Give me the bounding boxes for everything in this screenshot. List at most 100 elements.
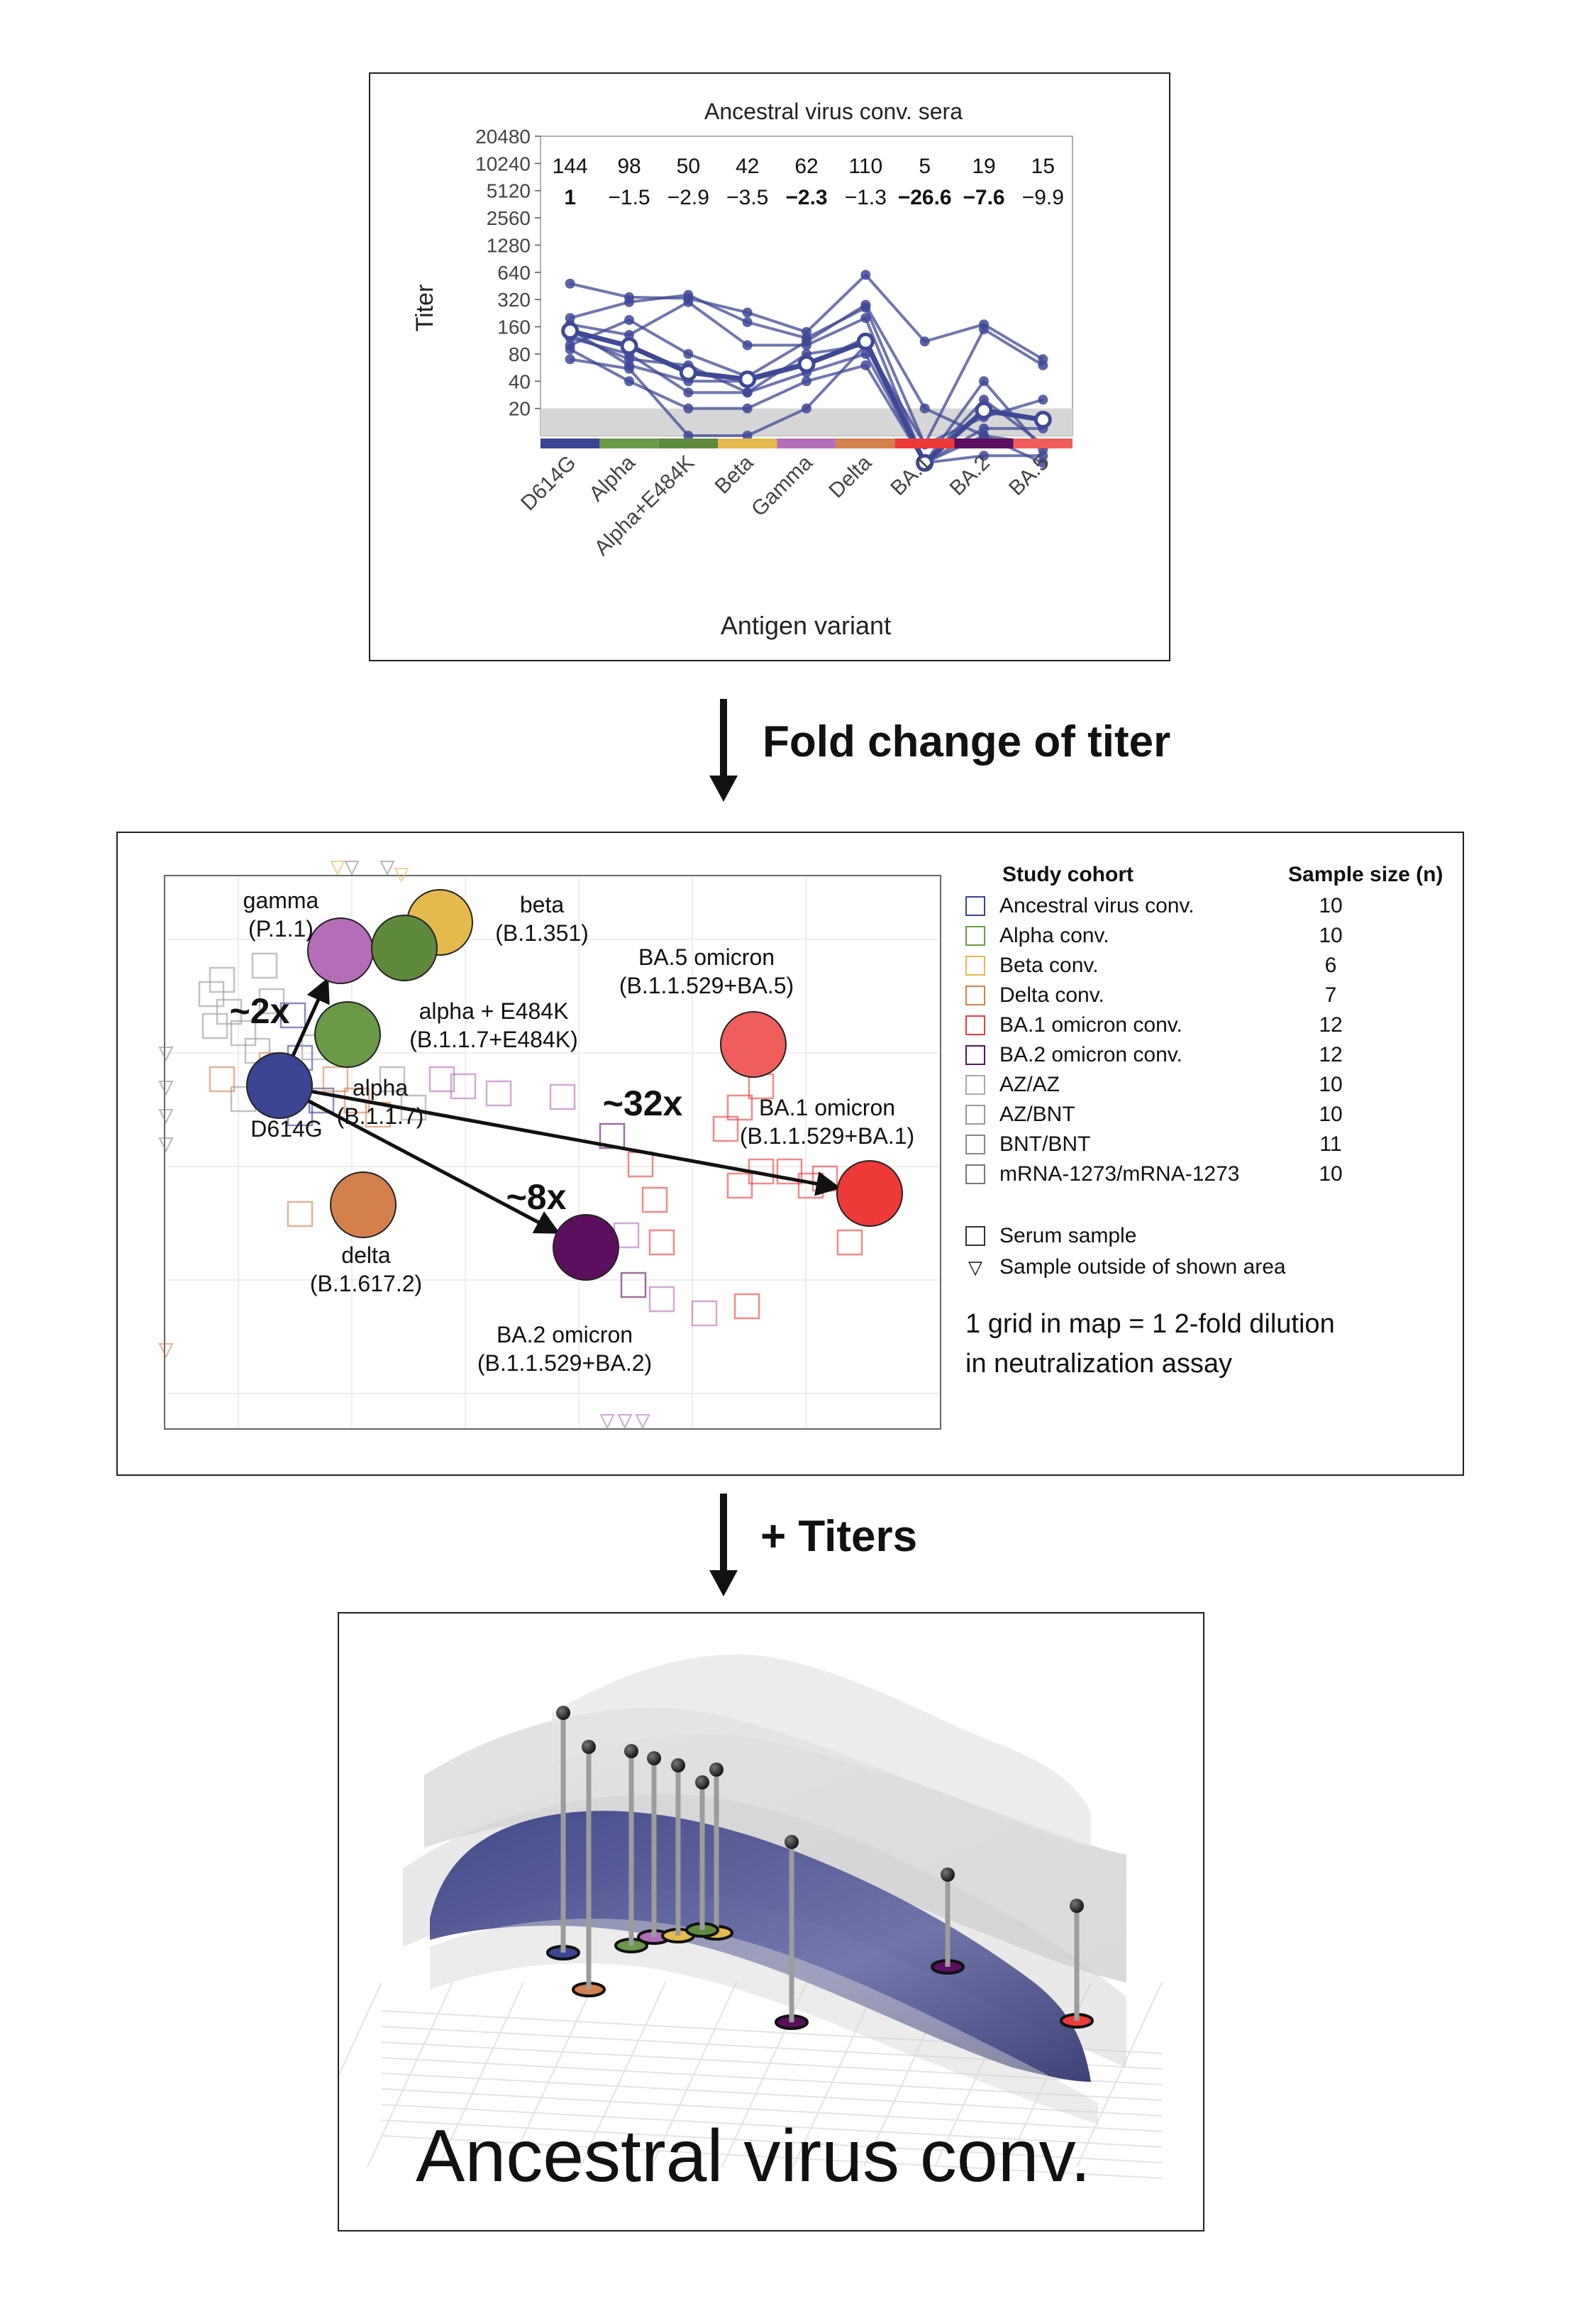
fold-change-value: −3.5 — [726, 186, 768, 209]
floor-gridline — [381, 2135, 1163, 2179]
titer-point — [624, 297, 634, 307]
antigen-circle-ba-2-omicron — [553, 1214, 619, 1281]
triangle-down-icon: ▽ — [968, 1256, 982, 1278]
gmt-value: 5 — [919, 155, 931, 178]
antigen-circle-d614g — [246, 1052, 313, 1119]
titer-point — [742, 307, 753, 318]
serum-sample-square — [198, 981, 225, 1008]
legend-cohort-label: Ancestral virus conv. — [999, 894, 1195, 917]
titer-point — [624, 330, 634, 341]
legend-outside-sample-label: Sample outside of shown area — [999, 1255, 1286, 1279]
titer-point — [624, 376, 634, 387]
serum-sample-square — [733, 1293, 760, 1320]
y-tick-label: 40 — [509, 370, 531, 392]
legend-sample-size: 10 — [1319, 1073, 1343, 1096]
legend-row: BNT/BNT 11 — [965, 1130, 1448, 1159]
antigen-sublabel: (B.1.1.7+E484K) — [409, 1027, 577, 1052]
legend-sample-size: 6 — [1324, 954, 1337, 977]
titer-pin-head — [709, 1762, 724, 1777]
titer-point — [624, 315, 634, 326]
antigen-sublabel: (B.1.1.529+BA.5) — [619, 973, 794, 998]
titer-point — [860, 313, 871, 324]
titer-point — [979, 451, 989, 461]
x-tick-label: Beta — [711, 451, 758, 498]
chart-title: Ancestral virus conv. sera — [704, 99, 963, 124]
legend-row: AZ/AZ 10 — [965, 1070, 1448, 1100]
outside-sample-triangle — [344, 861, 360, 876]
mean-titer-point — [856, 332, 875, 351]
antigenic-map: gamma (P.1.1) beta (B.1.351) alpha + E484K (B… — [158, 861, 941, 1430]
outside-sample-triangle — [330, 861, 345, 876]
serum-sample-square — [726, 1094, 753, 1121]
fold-arrow-alpha — [290, 977, 330, 1059]
grid-note-line-2: in neutralization assay — [965, 1349, 1232, 1379]
titer-point — [919, 336, 930, 347]
variant-color-bar — [658, 438, 718, 448]
titer-pin-head — [624, 1744, 638, 1758]
antigen-label: alpha — [353, 1075, 409, 1100]
mean-titer-point — [620, 337, 638, 355]
serum-sample-square — [251, 952, 278, 979]
fold-label-alpha: ~2x — [230, 991, 290, 1031]
serum-sample-square — [216, 998, 243, 1025]
mean-titer-point — [916, 453, 934, 472]
antigen-label: BA.2 omicron — [497, 1322, 633, 1347]
titer-point — [565, 278, 575, 289]
titer-point — [742, 340, 753, 351]
x-tick-label: D614G — [516, 451, 581, 516]
titer-pin-head — [556, 1706, 570, 1720]
serum-sample-square — [209, 966, 235, 993]
antigen-label: delta — [341, 1242, 391, 1268]
titer-point — [979, 431, 989, 441]
floor-gridline — [381, 2104, 1163, 2148]
fold-change-value: −2.9 — [667, 186, 709, 209]
serum-sample-square — [691, 1300, 718, 1327]
titer-point — [683, 431, 694, 441]
antigen-circle-alpha-e484k — [371, 915, 438, 981]
x-tick-label: Delta — [824, 451, 876, 502]
titer-point — [860, 360, 871, 370]
titer-point — [683, 403, 694, 414]
antigen-circle-delta — [330, 1171, 397, 1238]
legend-cohort-label: BA.2 omicron conv. — [999, 1043, 1182, 1066]
legend-row: Alpha conv. 10 — [965, 921, 1448, 951]
legend-cohort-label: AZ/AZ — [999, 1073, 1060, 1096]
mean-titer-point — [975, 401, 993, 419]
outside-sample-triangle — [394, 868, 409, 883]
gmt-value: 42 — [736, 155, 759, 178]
gmt-value: 15 — [1031, 155, 1055, 178]
legend-swatch-icon — [965, 1135, 985, 1154]
antigen-label: beta — [520, 892, 564, 917]
square-icon — [965, 1226, 985, 1246]
floor-gridline — [339, 1982, 382, 2077]
floor-gridline — [381, 2073, 1163, 2117]
fold-arrow-ba1 — [308, 1089, 841, 1196]
antigen-circle-alpha — [314, 1001, 381, 1068]
legend-row: AZ/BNT 10 — [965, 1100, 1448, 1130]
legend-sample-size: 10 — [1319, 924, 1343, 947]
legend-serum-sample-label: Serum sample — [999, 1224, 1137, 1247]
mean-titer-point — [797, 355, 816, 373]
titer-point — [979, 423, 989, 434]
y-tick-label: 320 — [497, 289, 531, 311]
antigen-label: alpha + E484K — [419, 998, 569, 1024]
fold-label-ba1: ~32x — [603, 1083, 683, 1123]
outside-sample-triangle — [158, 1047, 174, 1062]
legend-swatch-icon — [965, 1105, 985, 1125]
serum-sample-square — [428, 1066, 455, 1093]
variant-color-bar — [895, 438, 955, 448]
legend-sample-size: 7 — [1324, 983, 1337, 1007]
serum-sample-square — [287, 1201, 314, 1228]
gmt-value: 62 — [794, 155, 818, 178]
floor-gridline — [438, 1982, 524, 2168]
fold-change-value: 1 — [564, 186, 576, 209]
grey-surface-front — [430, 1919, 1098, 2124]
serum-sample-square — [258, 988, 285, 1015]
floor-gridline — [509, 1982, 595, 2168]
fold-change-value: −26.6 — [898, 186, 952, 209]
flow-arrow-down-2 — [709, 1494, 738, 1596]
gmt-value: 144 — [553, 155, 588, 178]
legend-sample-size: 12 — [1319, 1043, 1343, 1066]
serum-sample-square — [641, 1186, 668, 1213]
fold-change-value: −1.3 — [845, 186, 887, 209]
